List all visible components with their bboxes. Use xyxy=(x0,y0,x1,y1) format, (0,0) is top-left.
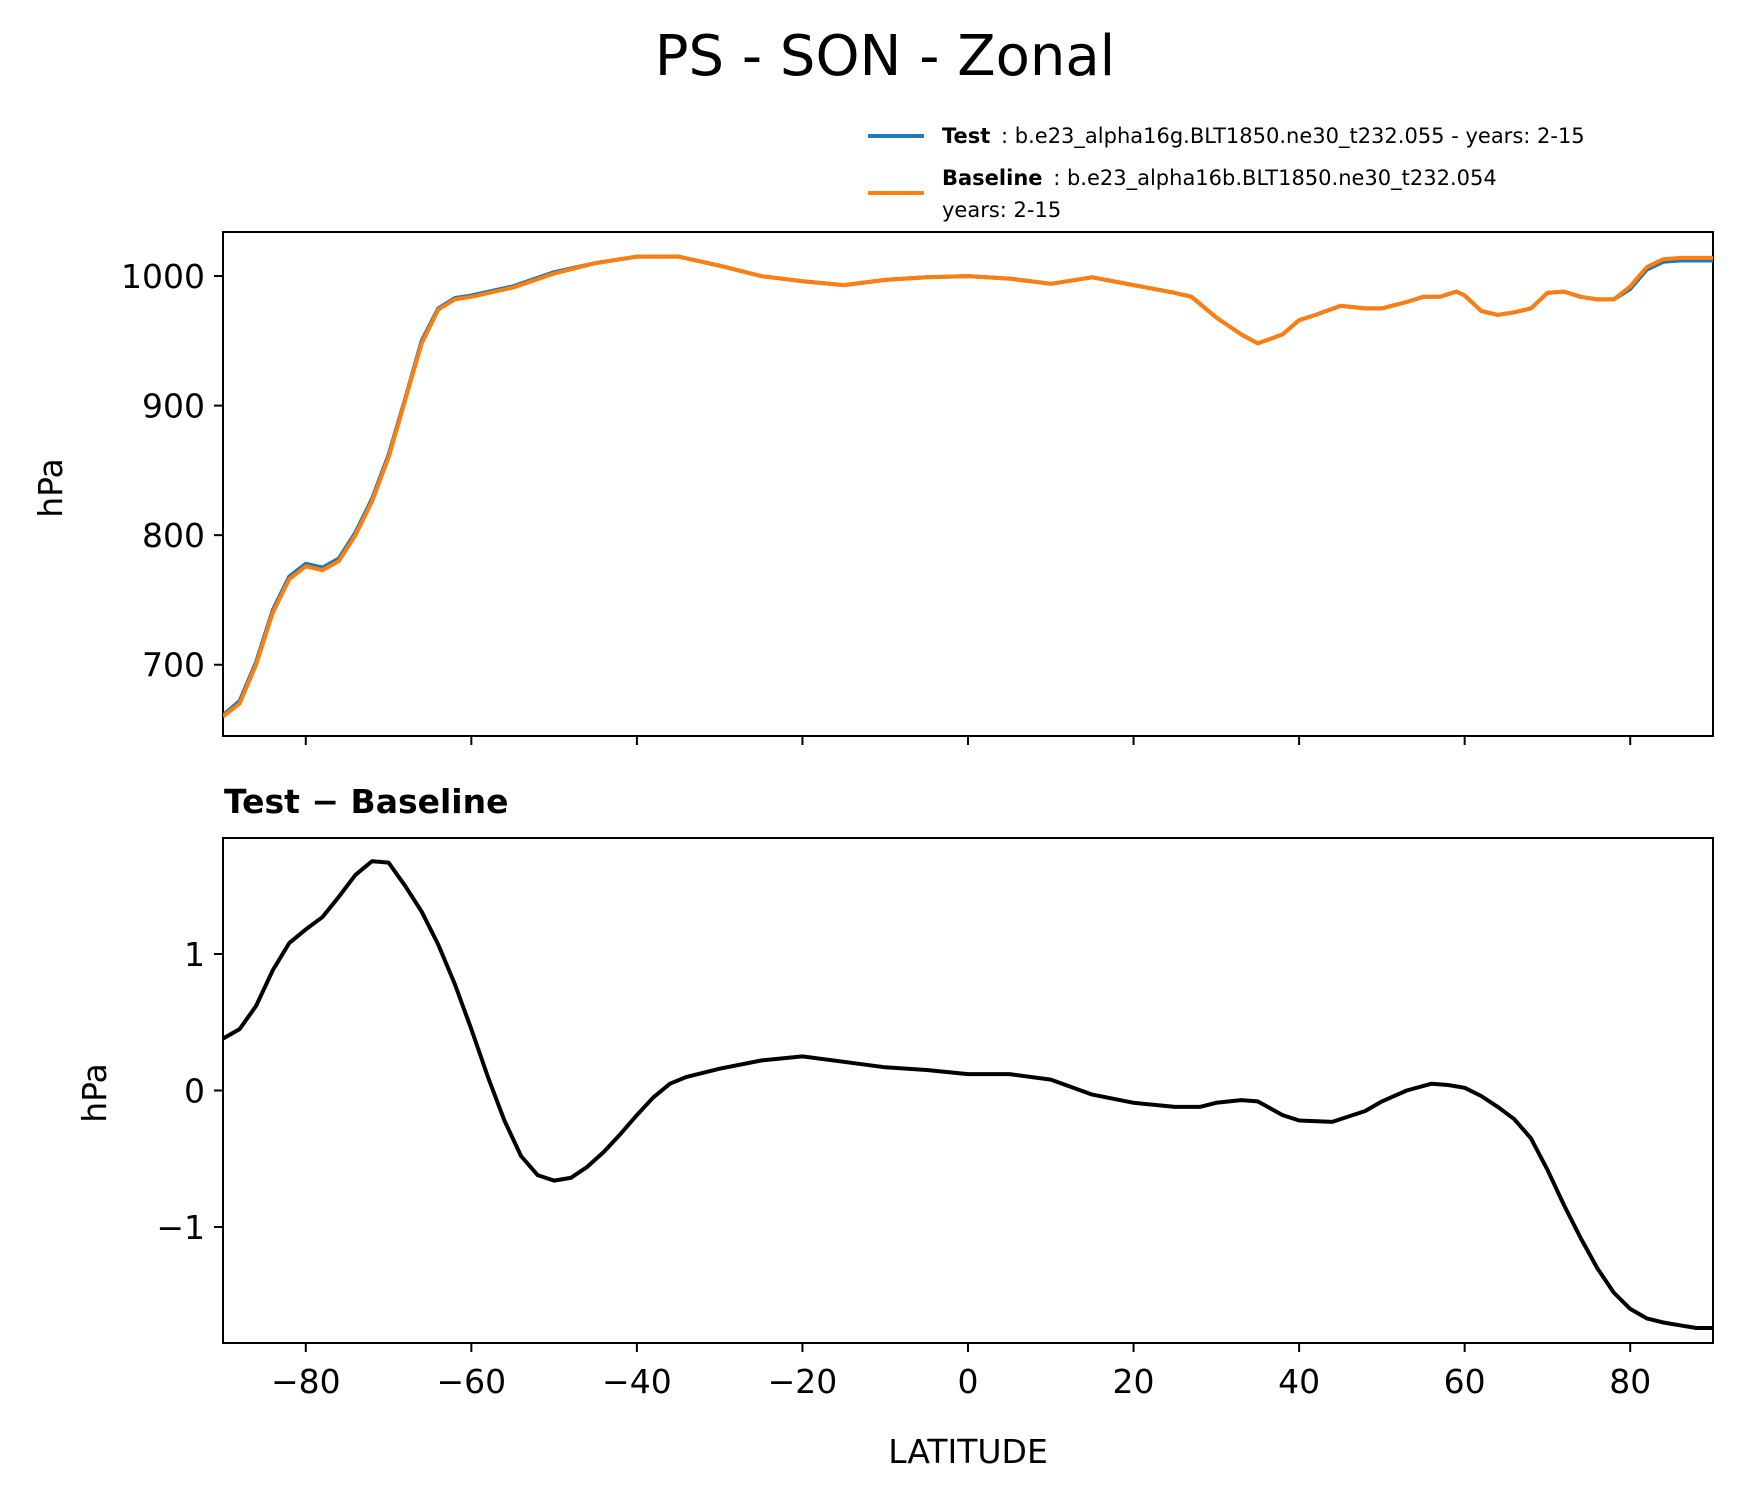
legend-baseline-entry: Baseline : b.e23_alpha16b.BLT1850.ne30_t… xyxy=(942,166,1497,191)
series-line-test xyxy=(223,254,1713,717)
bottom-y-tick-label: 1 xyxy=(184,935,205,974)
top-panel-frame xyxy=(222,231,1714,737)
series-line-test-baseline xyxy=(223,859,1713,1330)
bottom-x-tick-label: 40 xyxy=(1278,1362,1320,1401)
difference-panel-title: Test − Baseline xyxy=(224,782,509,821)
bottom-x-tick-label: 60 xyxy=(1444,1362,1486,1401)
top-y-tick-label: 900 xyxy=(142,387,205,426)
series-line-baseline xyxy=(223,254,1713,719)
top-panel: hPa 700 800 900 1000 xyxy=(31,231,1714,745)
legend-test-label: Test xyxy=(942,124,990,148)
legend-test-entry: Test : b.e23_alpha16g.BLT1850.ne30_t232.… xyxy=(942,124,1585,149)
legend: Test : b.e23_alpha16g.BLT1850.ne30_t232.… xyxy=(868,124,1585,222)
figure-title: PS - SON - Zonal xyxy=(655,24,1115,89)
x-axis-label: LATITUDE xyxy=(888,1432,1048,1471)
top-y-axis-label: hPa xyxy=(31,458,70,518)
legend-baseline-label: Baseline xyxy=(942,166,1043,190)
top-y-tick-label: 800 xyxy=(142,516,205,555)
bottom-panel-frame xyxy=(222,837,1714,1344)
top-y-tick-label: 700 xyxy=(142,646,205,685)
bottom-x-tick-label: 80 xyxy=(1609,1362,1651,1401)
bottom-x-tick-label: −80 xyxy=(271,1362,341,1401)
legend-baseline-text: : b.e23_alpha16b.BLT1850.ne30_t232.054 xyxy=(1053,166,1497,191)
bottom-x-tick-label: 0 xyxy=(958,1362,979,1401)
bottom-y-tick-label: 0 xyxy=(184,1072,205,1111)
bottom-x-tick-label: −60 xyxy=(437,1362,507,1401)
legend-baseline-years: years: 2-15 xyxy=(942,198,1061,222)
bottom-y-tick-label: −1 xyxy=(156,1208,205,1247)
top-y-tick-label: 1000 xyxy=(121,257,205,296)
bottom-x-tick-label: −40 xyxy=(602,1362,672,1401)
bottom-panel: Test − Baseline hPa LATITUDE −80 −60 −40 −2… xyxy=(75,782,1714,1471)
legend-test-text: : b.e23_alpha16g.BLT1850.ne30_t232.055 -… xyxy=(1001,124,1585,149)
bottom-x-tick-label: −20 xyxy=(768,1362,838,1401)
bottom-x-tick-label: 20 xyxy=(1113,1362,1155,1401)
bottom-y-axis-label: hPa xyxy=(75,1063,114,1123)
